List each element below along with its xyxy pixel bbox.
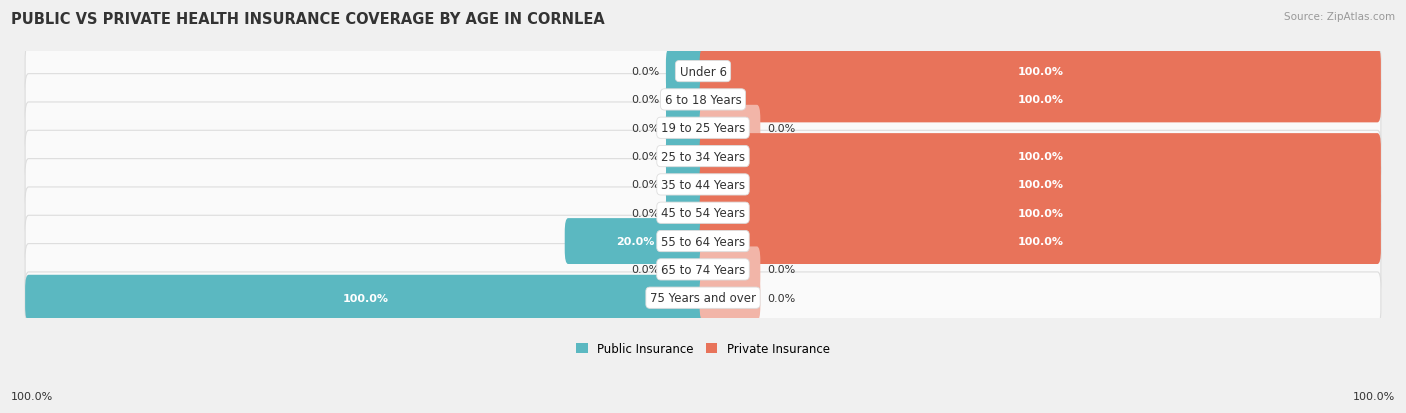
- Text: 35 to 44 Years: 35 to 44 Years: [661, 178, 745, 192]
- FancyBboxPatch shape: [700, 77, 1381, 123]
- Text: 100.0%: 100.0%: [1353, 391, 1395, 401]
- Text: 0.0%: 0.0%: [631, 95, 659, 105]
- Text: 100.0%: 100.0%: [1018, 208, 1063, 218]
- FancyBboxPatch shape: [25, 275, 706, 321]
- Text: Under 6: Under 6: [679, 65, 727, 78]
- Text: 100.0%: 100.0%: [1018, 152, 1063, 161]
- FancyBboxPatch shape: [700, 247, 761, 293]
- Text: 0.0%: 0.0%: [768, 123, 796, 133]
- FancyBboxPatch shape: [666, 106, 706, 151]
- Text: 0.0%: 0.0%: [631, 180, 659, 190]
- FancyBboxPatch shape: [25, 74, 1381, 126]
- FancyBboxPatch shape: [25, 46, 1381, 97]
- FancyBboxPatch shape: [700, 218, 1381, 264]
- FancyBboxPatch shape: [666, 77, 706, 123]
- Text: 0.0%: 0.0%: [768, 293, 796, 303]
- FancyBboxPatch shape: [700, 49, 1381, 95]
- FancyBboxPatch shape: [25, 159, 1381, 211]
- FancyBboxPatch shape: [700, 106, 761, 151]
- FancyBboxPatch shape: [25, 131, 1381, 183]
- Text: 0.0%: 0.0%: [631, 123, 659, 133]
- FancyBboxPatch shape: [666, 190, 706, 236]
- Text: 0.0%: 0.0%: [631, 152, 659, 161]
- Text: PUBLIC VS PRIVATE HEALTH INSURANCE COVERAGE BY AGE IN CORNLEA: PUBLIC VS PRIVATE HEALTH INSURANCE COVER…: [11, 12, 605, 27]
- Text: 65 to 74 Years: 65 to 74 Years: [661, 263, 745, 276]
- Legend: Public Insurance, Private Insurance: Public Insurance, Private Insurance: [571, 337, 835, 360]
- FancyBboxPatch shape: [25, 103, 1381, 154]
- Text: 45 to 54 Years: 45 to 54 Years: [661, 207, 745, 220]
- FancyBboxPatch shape: [666, 134, 706, 180]
- Text: 20.0%: 20.0%: [616, 237, 655, 247]
- FancyBboxPatch shape: [25, 244, 1381, 295]
- Text: 55 to 64 Years: 55 to 64 Years: [661, 235, 745, 248]
- Text: 19 to 25 Years: 19 to 25 Years: [661, 122, 745, 135]
- Text: 0.0%: 0.0%: [631, 265, 659, 275]
- Text: 100.0%: 100.0%: [1018, 180, 1063, 190]
- Text: Source: ZipAtlas.com: Source: ZipAtlas.com: [1284, 12, 1395, 22]
- Text: 25 to 34 Years: 25 to 34 Years: [661, 150, 745, 163]
- FancyBboxPatch shape: [700, 134, 1381, 180]
- Text: 0.0%: 0.0%: [631, 208, 659, 218]
- FancyBboxPatch shape: [666, 247, 706, 293]
- FancyBboxPatch shape: [25, 272, 1381, 324]
- Text: 100.0%: 100.0%: [1018, 95, 1063, 105]
- FancyBboxPatch shape: [666, 162, 706, 208]
- Text: 0.0%: 0.0%: [768, 265, 796, 275]
- FancyBboxPatch shape: [700, 275, 761, 321]
- FancyBboxPatch shape: [700, 162, 1381, 208]
- Text: 0.0%: 0.0%: [631, 67, 659, 77]
- Text: 75 Years and over: 75 Years and over: [650, 292, 756, 304]
- FancyBboxPatch shape: [565, 218, 706, 264]
- FancyBboxPatch shape: [25, 188, 1381, 239]
- FancyBboxPatch shape: [666, 49, 706, 95]
- Text: 100.0%: 100.0%: [1018, 67, 1063, 77]
- FancyBboxPatch shape: [700, 190, 1381, 236]
- FancyBboxPatch shape: [25, 216, 1381, 267]
- Text: 100.0%: 100.0%: [343, 293, 388, 303]
- Text: 100.0%: 100.0%: [1018, 237, 1063, 247]
- Text: 6 to 18 Years: 6 to 18 Years: [665, 94, 741, 107]
- Text: 100.0%: 100.0%: [11, 391, 53, 401]
